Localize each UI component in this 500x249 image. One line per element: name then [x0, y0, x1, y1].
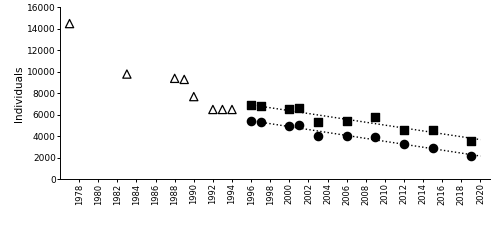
Point: [342, 134, 350, 138]
Point: [228, 108, 236, 112]
Point: [372, 115, 380, 119]
Point: [123, 72, 131, 76]
Point: [314, 120, 322, 124]
Point: [286, 108, 294, 112]
Point: [400, 128, 408, 132]
Point: [247, 103, 255, 107]
Point: [170, 76, 178, 80]
Point: [428, 146, 436, 150]
Point: [428, 128, 436, 132]
Point: [342, 119, 350, 123]
Point: [190, 95, 198, 99]
Point: [247, 119, 255, 123]
Point: [314, 134, 322, 138]
Point: [256, 120, 264, 124]
Point: [256, 104, 264, 108]
Point: [295, 106, 303, 110]
Point: [286, 124, 294, 127]
Point: [180, 77, 188, 81]
Point: [400, 142, 408, 146]
Point: [218, 108, 226, 112]
Point: [66, 22, 74, 26]
Point: [209, 108, 217, 112]
Point: [467, 154, 475, 158]
Point: [467, 139, 475, 143]
Point: [372, 135, 380, 139]
Point: [295, 123, 303, 126]
Y-axis label: Individuals: Individuals: [14, 65, 24, 122]
